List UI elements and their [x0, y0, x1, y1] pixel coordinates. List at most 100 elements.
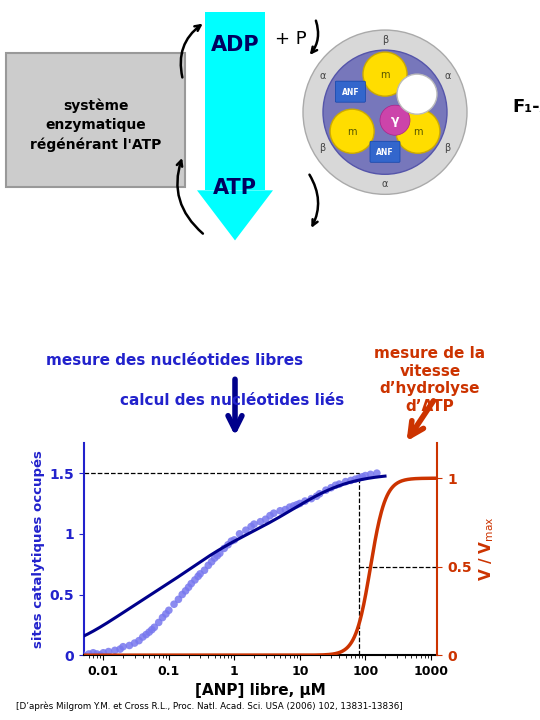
Point: [184, 582, 193, 593]
Text: γ: γ: [391, 114, 399, 127]
Point: [247, 521, 255, 532]
Point: [295, 498, 304, 509]
Text: m: m: [347, 127, 357, 138]
Point: [142, 629, 151, 640]
Point: [355, 472, 363, 484]
Text: β: β: [320, 143, 326, 153]
Point: [347, 474, 355, 486]
Text: ANF: ANF: [376, 148, 394, 157]
Point: [331, 480, 340, 491]
Circle shape: [380, 105, 410, 135]
Point: [96, 649, 105, 661]
FancyBboxPatch shape: [6, 53, 185, 187]
Point: [256, 516, 265, 528]
Text: F₁-ATPase: F₁-ATPase: [512, 98, 540, 116]
Circle shape: [396, 109, 440, 153]
Point: [235, 528, 244, 539]
Point: [227, 536, 235, 547]
Point: [111, 644, 119, 656]
Point: [145, 626, 153, 638]
Point: [174, 593, 183, 605]
Point: [341, 476, 350, 487]
Y-axis label: V / V$_{\mathrm{max}}$: V / V$_{\mathrm{max}}$: [477, 516, 496, 582]
Point: [285, 501, 294, 513]
Point: [289, 500, 298, 512]
Point: [315, 488, 324, 500]
Point: [147, 624, 156, 636]
Point: [366, 469, 375, 480]
Polygon shape: [205, 12, 265, 190]
Point: [196, 568, 205, 580]
FancyBboxPatch shape: [335, 81, 366, 102]
Point: [89, 647, 98, 659]
Text: + P: + P: [275, 30, 307, 48]
Point: [224, 539, 232, 551]
Point: [322, 485, 330, 496]
Text: α: α: [320, 71, 326, 81]
Text: ATP: ATP: [213, 179, 257, 198]
Text: mesure des nucléotides libres: mesure des nucléotides libres: [46, 354, 303, 369]
Text: ADP: ADP: [211, 35, 259, 55]
Point: [161, 608, 170, 620]
Point: [178, 589, 186, 600]
Text: β: β: [444, 143, 450, 153]
Point: [200, 564, 209, 576]
Point: [84, 648, 93, 660]
Point: [358, 471, 367, 482]
Circle shape: [330, 109, 374, 153]
Point: [281, 504, 289, 516]
Point: [293, 499, 301, 510]
Text: système
enzymatique
régénérant l'ATP: système enzymatique régénérant l'ATP: [30, 98, 161, 153]
Point: [373, 467, 381, 479]
Point: [230, 534, 239, 546]
Point: [65, 649, 73, 661]
Point: [361, 470, 370, 482]
Point: [93, 648, 102, 660]
Point: [213, 550, 221, 562]
Point: [134, 635, 143, 647]
Point: [116, 644, 124, 655]
Point: [187, 578, 195, 590]
Point: [327, 482, 335, 493]
Point: [261, 513, 270, 525]
Polygon shape: [197, 190, 273, 240]
Point: [73, 649, 82, 661]
Point: [276, 505, 285, 516]
Point: [191, 574, 199, 585]
Point: [351, 474, 360, 485]
Point: [181, 585, 190, 597]
Text: m: m: [380, 70, 390, 80]
Text: [D’après Milgrom Y.M. et Cross R.L., Proc. Natl. Acad. Sci. USA (2006) 102, 1383: [D’après Milgrom Y.M. et Cross R.L., Pro…: [16, 702, 403, 711]
Text: m: m: [413, 127, 423, 138]
Point: [335, 478, 343, 490]
Point: [269, 508, 278, 519]
Point: [210, 552, 219, 564]
Point: [119, 641, 127, 652]
Point: [301, 495, 309, 507]
Circle shape: [303, 30, 467, 194]
Point: [307, 493, 316, 505]
Point: [194, 570, 202, 582]
Point: [130, 637, 139, 649]
Point: [158, 612, 167, 624]
Point: [266, 510, 274, 521]
Point: [241, 524, 250, 536]
Text: α: α: [382, 179, 388, 189]
Point: [170, 598, 178, 610]
Point: [150, 621, 159, 633]
Point: [99, 647, 107, 659]
Point: [204, 559, 213, 571]
Circle shape: [323, 50, 447, 174]
Text: mesure de la
vitesse
d’hydrolyse
d’ATP: mesure de la vitesse d’hydrolyse d’ATP: [374, 346, 485, 413]
Point: [165, 605, 173, 616]
Point: [79, 649, 88, 661]
Point: [207, 556, 216, 567]
Text: α: α: [444, 71, 450, 81]
Text: ANF: ANF: [341, 88, 359, 96]
Point: [104, 646, 113, 657]
Point: [125, 640, 134, 652]
Circle shape: [363, 52, 407, 96]
Point: [249, 518, 258, 530]
Point: [312, 490, 321, 502]
Point: [154, 616, 163, 628]
